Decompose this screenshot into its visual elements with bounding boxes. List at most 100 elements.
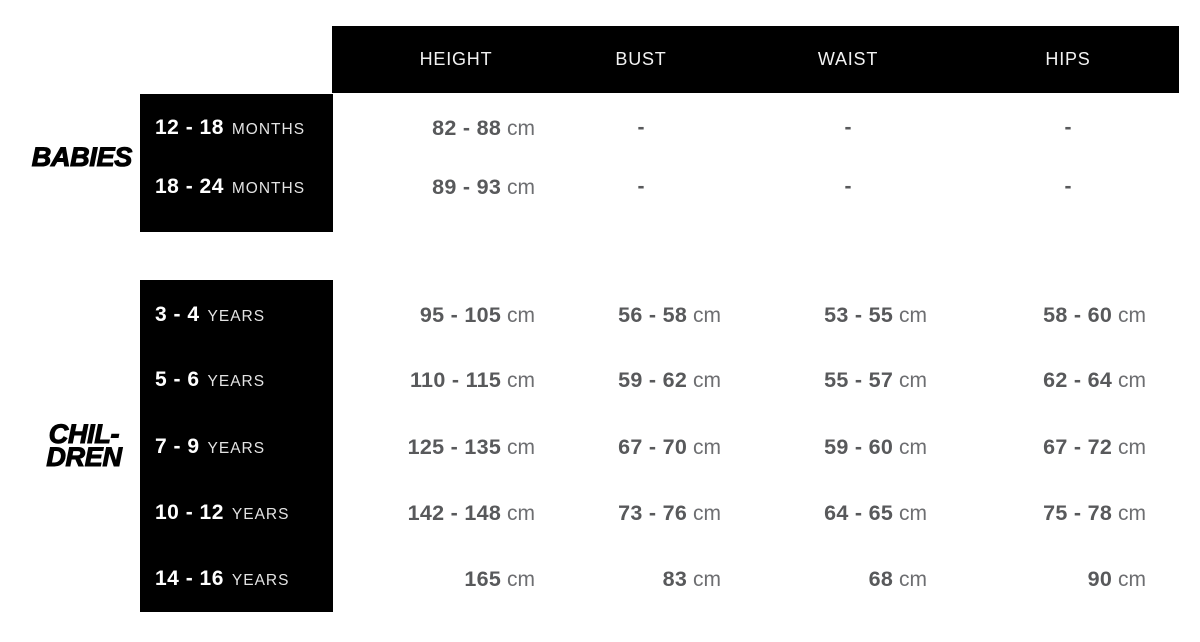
measurement-cell: 110 - 115 cm: [295, 366, 535, 394]
measurement-value: 59 - 60: [824, 435, 894, 459]
measurement-cell: 55 - 57 cm: [687, 366, 927, 394]
measurement-cell: 142 - 148 cm: [295, 499, 535, 527]
measurement-value: 165: [464, 567, 502, 591]
measurement-value: 67 - 70: [618, 435, 688, 459]
measurement-value: 125 - 135: [407, 435, 502, 459]
measurement-cell: 83 cm: [481, 565, 721, 593]
measurement-unit: cm: [501, 369, 535, 392]
age-row-label: 18 - 24 MONTHS: [155, 173, 305, 201]
measurement-unit: cm: [687, 568, 721, 591]
age-unit-label: MONTHS: [231, 180, 306, 197]
empty-value-dash: -: [637, 175, 645, 198]
measurement-cell: 75 - 78 cm: [906, 499, 1146, 527]
measurement-unit: cm: [501, 502, 535, 525]
age-unit-label: MONTHS: [231, 121, 306, 138]
measurement-unit: cm: [1112, 369, 1146, 392]
measurement-value: 83: [662, 567, 688, 591]
measurement-unit: cm: [687, 502, 721, 525]
measurement-value: 56 - 58: [618, 303, 688, 327]
measurement-value: 82 - 88: [432, 116, 502, 140]
children-box: 3 - 4 YEARS 5 - 6 YEARS 7 - 9 YEARS 10 - 12 YEA…: [140, 280, 333, 612]
table-header-bar: HEIGHT BUST WAIST HIPS: [332, 26, 1179, 93]
column-header-hips: HIPS: [1045, 49, 1091, 69]
column-header-height: HEIGHT: [419, 49, 493, 69]
age-range: 10 - 12: [155, 501, 224, 524]
measurement-unit: cm: [687, 436, 721, 459]
age-range: 5 - 6: [155, 368, 200, 391]
measurement-value: 95 - 105: [419, 303, 502, 327]
babies-box: 12 - 18 MONTHS 18 - 24 MONTHS: [140, 94, 333, 232]
measurement-value: 75 - 78: [1043, 501, 1113, 525]
group-label-babies: BABIES: [0, 141, 133, 173]
measurement-cell: 67 - 70 cm: [481, 433, 721, 461]
measurement-value: 55 - 57: [824, 368, 894, 392]
age-range: 18 - 24: [155, 175, 224, 198]
measurement-unit: cm: [501, 117, 535, 140]
age-row-label: 12 - 18 MONTHS: [155, 114, 305, 142]
measurement-unit: cm: [501, 304, 535, 327]
age-unit-label: YEARS: [207, 440, 266, 457]
measurement-value: 73 - 76: [618, 501, 688, 525]
age-unit-label: YEARS: [231, 506, 290, 523]
measurement-value: 58 - 60: [1043, 303, 1113, 327]
age-unit-label: YEARS: [231, 572, 290, 589]
measurement-unit: cm: [687, 304, 721, 327]
column-header-waist: WAIST: [817, 49, 879, 69]
measurement-cell: 68 cm: [687, 565, 927, 593]
empty-value-dash: -: [1064, 116, 1072, 139]
age-row-label: 7 - 9 YEARS: [155, 433, 265, 461]
group-label-children: CHIL- DREN: [22, 419, 146, 472]
measurement-value: 59 - 62: [618, 368, 688, 392]
age-range: 3 - 4: [155, 303, 200, 326]
measurement-cell: 58 - 60 cm: [906, 301, 1146, 329]
measurement-cell: 56 - 58 cm: [481, 301, 721, 329]
age-unit-label: YEARS: [207, 308, 266, 325]
measurement-unit: cm: [501, 436, 535, 459]
measurement-unit: cm: [1112, 304, 1146, 327]
age-row-label: 5 - 6 YEARS: [155, 366, 265, 394]
measurement-cell: 165 cm: [295, 565, 535, 593]
age-unit-label: YEARS: [207, 373, 266, 390]
measurement-unit: cm: [501, 176, 535, 199]
age-range: 14 - 16: [155, 567, 224, 590]
age-row-label: 3 - 4 YEARS: [155, 301, 265, 329]
age-range: 7 - 9: [155, 435, 200, 458]
age-row-label: 14 - 16 YEARS: [155, 565, 289, 593]
group-label-line: DREN: [46, 442, 123, 472]
measurement-unit: cm: [893, 436, 927, 459]
group-label-line: CHIL-: [48, 419, 120, 449]
measurement-value: 53 - 55: [824, 303, 894, 327]
measurement-cell: 64 - 65 cm: [687, 499, 927, 527]
measurement-cell: 73 - 76 cm: [481, 499, 721, 527]
measurement-cell: 90 cm: [906, 565, 1146, 593]
measurement-value: 90: [1087, 567, 1113, 591]
measurement-cell: 89 - 93 cm: [295, 173, 535, 201]
measurement-cell: 67 - 72 cm: [906, 433, 1146, 461]
measurement-unit: cm: [893, 369, 927, 392]
empty-value-dash: -: [637, 116, 645, 139]
measurement-unit: cm: [1112, 436, 1146, 459]
measurement-unit: cm: [893, 502, 927, 525]
measurement-value: 62 - 64: [1043, 368, 1113, 392]
measurement-cell: 82 - 88 cm: [295, 114, 535, 142]
age-range: 12 - 18: [155, 116, 224, 139]
measurement-unit: cm: [893, 304, 927, 327]
measurement-unit: cm: [501, 568, 535, 591]
measurement-unit: cm: [893, 568, 927, 591]
measurement-unit: cm: [687, 369, 721, 392]
measurement-unit: cm: [1112, 568, 1146, 591]
empty-value-dash: -: [844, 116, 852, 139]
measurement-cell: 125 - 135 cm: [295, 433, 535, 461]
empty-value-dash: -: [844, 175, 852, 198]
empty-value-dash: -: [1064, 175, 1072, 198]
measurement-cell: 62 - 64 cm: [906, 366, 1146, 394]
measurement-value: 142 - 148: [407, 501, 502, 525]
measurement-unit: cm: [1112, 502, 1146, 525]
measurement-value: 64 - 65: [824, 501, 894, 525]
measurement-value: 110 - 115: [409, 368, 502, 392]
measurement-cell: 95 - 105 cm: [295, 301, 535, 329]
measurement-cell: 59 - 60 cm: [687, 433, 927, 461]
age-row-label: 10 - 12 YEARS: [155, 499, 289, 527]
column-header-bust: BUST: [615, 49, 667, 69]
